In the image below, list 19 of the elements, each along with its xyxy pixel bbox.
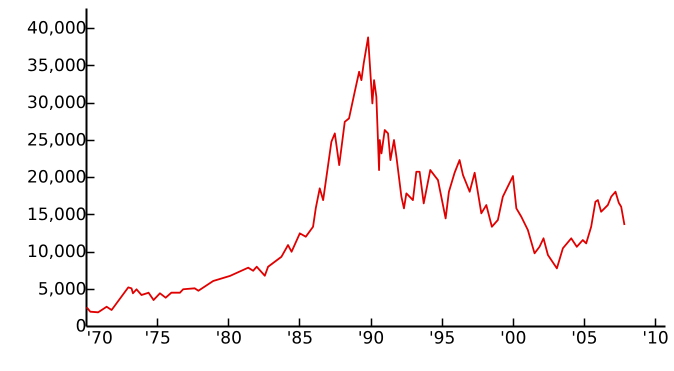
y-tick-label: 5,000 <box>38 279 86 300</box>
x-tick-label: '70 <box>86 328 113 348</box>
x-tick-label: '90 <box>358 328 384 348</box>
y-tick-label: 35,000 <box>27 56 86 76</box>
x-tick-label: '85 <box>286 328 314 348</box>
x-tick-label: '75 <box>144 328 171 348</box>
y-tick-label: 15,000 <box>27 204 86 225</box>
y-tick-label: 20,000 <box>27 168 86 188</box>
y-tick-label: 10,000 <box>27 242 86 262</box>
y-tick-label: 25,000 <box>27 130 86 150</box>
x-tick-label: '00 <box>500 328 526 348</box>
line-series <box>86 36 626 314</box>
y-tick-label: 30,000 <box>27 93 86 114</box>
y-tick-label: 0 <box>76 316 86 336</box>
x-tick-label: '95 <box>428 328 456 348</box>
y-tick-label: 40,000 <box>27 18 86 39</box>
x-tick-label: '05 <box>571 328 598 348</box>
x-tick-label: '80 <box>216 328 242 348</box>
x-tick-label: '10 <box>642 328 669 348</box>
